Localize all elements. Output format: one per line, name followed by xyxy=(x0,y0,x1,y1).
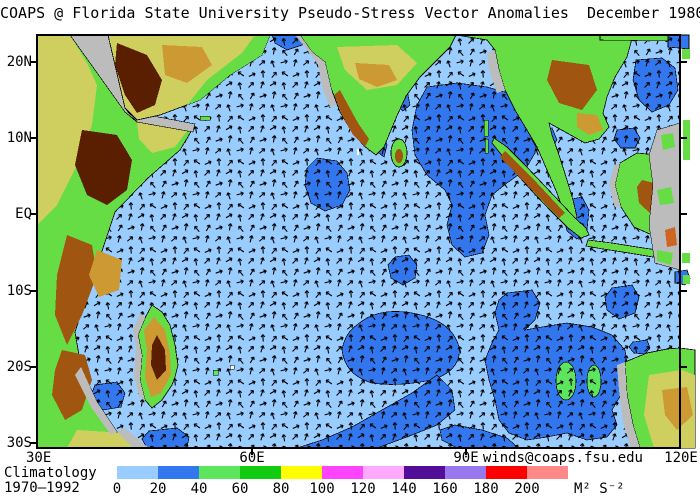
southeast-asia-landmass xyxy=(455,34,669,226)
shelf-makran xyxy=(295,35,336,107)
map-frame xyxy=(36,34,681,449)
lat-label-10s: 10S xyxy=(6,283,32,299)
colorbar-segment xyxy=(363,466,404,479)
colorbar-segment xyxy=(158,466,199,479)
colorbar-tick-20: 20 xyxy=(149,481,167,497)
contact-email: winds@coaps.fsu.edu xyxy=(482,450,643,466)
colorbar-tick-120: 120 xyxy=(350,481,376,497)
colorbar-tick-80: 80 xyxy=(272,481,290,497)
climatology-label-line2: 1970–1992 xyxy=(4,480,80,496)
sri-lanka-island xyxy=(390,138,408,168)
shelf-borneo xyxy=(609,163,621,207)
lon-label-120e: 120E xyxy=(664,450,698,466)
shelf-madagascar xyxy=(133,313,145,400)
latitude-ticks xyxy=(30,61,687,444)
colorbar-tick-60: 60 xyxy=(231,481,249,497)
lat-label-eq: EQ xyxy=(15,206,32,222)
colorbar-segment xyxy=(281,466,322,479)
colorbar-segment xyxy=(117,466,158,479)
colorbar-tick-100: 100 xyxy=(309,481,335,497)
colorbar-tick-140: 140 xyxy=(391,481,417,497)
colorbar-segment xyxy=(404,466,445,479)
colorbar-unit: M² S⁻² xyxy=(574,481,625,497)
sumatra-island xyxy=(491,137,590,239)
colorbar-segment xyxy=(322,466,363,479)
arabian-peninsula xyxy=(107,34,271,121)
colorbar-tick-160: 160 xyxy=(432,481,458,497)
page-title: COAPS @ Florida State University Pseudo-… xyxy=(0,4,700,22)
shelf-mozambique xyxy=(75,367,117,435)
colorbar-tick-180: 180 xyxy=(473,481,499,497)
lon-label-30e: 30E xyxy=(26,450,52,466)
climatology-label-line1: Climatology xyxy=(4,465,97,481)
colorbar-tick-200: 200 xyxy=(514,481,540,497)
madagascar-island xyxy=(133,304,179,409)
australia-landmass xyxy=(617,347,696,449)
colorbar-tick-0: 0 xyxy=(112,481,122,497)
colorbar-segment xyxy=(486,466,527,479)
africa-landmass xyxy=(36,34,193,449)
lat-label-30s: 30S xyxy=(6,435,32,451)
philippines-sulawesi-shelf xyxy=(648,49,690,284)
indian-ocean-map xyxy=(30,34,696,455)
india-landmass xyxy=(295,34,457,156)
lon-label-60e: 60E xyxy=(239,450,265,466)
colorbar-segment xyxy=(527,466,568,479)
shelf-burma xyxy=(487,50,505,93)
colorbar-segment xyxy=(199,466,240,479)
shelf-agulhas xyxy=(117,428,149,448)
colorbar-tick-40: 40 xyxy=(190,481,208,497)
java-island xyxy=(585,239,658,258)
colorbar-segment xyxy=(445,466,486,479)
lat-label-20n: 20N xyxy=(6,54,32,70)
lat-label-10n: 10N xyxy=(6,130,32,146)
shelf-australia xyxy=(617,362,640,448)
lat-label-20s: 20S xyxy=(6,359,32,375)
colorbar-segment xyxy=(240,466,281,479)
lon-label-90e: 90E xyxy=(453,450,479,466)
longitude-ticks xyxy=(251,448,467,455)
magnitude-colorbar xyxy=(117,466,568,479)
